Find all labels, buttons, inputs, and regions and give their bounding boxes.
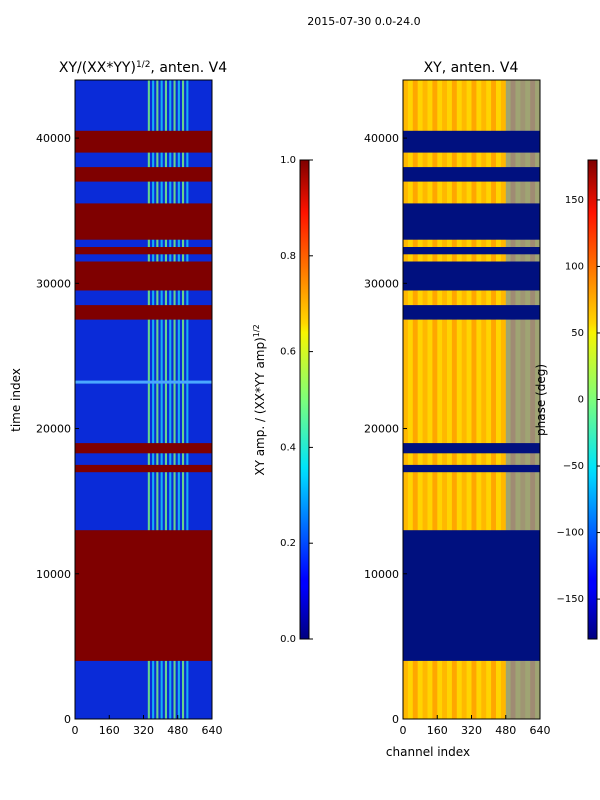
right-phase-column — [432, 80, 438, 719]
colorbar-tick-label: 100 — [565, 261, 584, 272]
left-colorbar — [299, 159, 310, 640]
right-title: XY, anten. V4 — [424, 60, 519, 76]
right-low-phase-band — [403, 261, 540, 291]
x-tick-label: 160 — [427, 724, 448, 737]
left-saturated-band — [75, 130, 212, 153]
left-colorbar-label: XY amp. / (XX*YY amp)1/2 — [252, 324, 267, 475]
x-tick-label: 640 — [202, 724, 223, 737]
y-tick-label: 20000 — [36, 423, 71, 436]
y-tick-label: 10000 — [36, 568, 71, 581]
left-y-axis: 0 10000 20000 30000 40000 — [36, 132, 79, 726]
colorbar-tick-label: 0.2 — [280, 538, 296, 549]
colorbar-tick-label: 1.0 — [280, 155, 296, 166]
right-phase-column — [491, 80, 496, 719]
colorbar-tick-label: 50 — [571, 328, 584, 339]
right-low-phase-band — [403, 464, 540, 473]
y-tick-label: 10000 — [364, 568, 399, 581]
colorbar-tick-label: −100 — [557, 528, 584, 539]
left-active-column — [186, 80, 189, 719]
colorbar-tick-label: 0.0 — [280, 634, 296, 645]
left-title-main: XY/(XX*YY) — [59, 60, 136, 76]
left-title-tail: , anten. V4 — [150, 60, 227, 76]
left-saturated-band — [75, 203, 212, 240]
right-low-phase-band — [403, 203, 540, 240]
right-colorbar — [587, 159, 598, 640]
left-title: XY/(XX*YY)1/2, anten. V4 — [59, 60, 227, 76]
right-low-phase-band — [403, 530, 540, 661]
left-active-column — [182, 80, 185, 719]
right-low-phase-band — [403, 305, 540, 320]
x-tick-label: 480 — [495, 724, 516, 737]
right-x-label: channel index — [386, 745, 470, 759]
left-light-stripe — [75, 380, 212, 384]
left-active-column — [152, 80, 155, 719]
x-tick-label: 320 — [461, 724, 482, 737]
left-active-column — [173, 80, 176, 719]
y-tick-label: 20000 — [364, 423, 399, 436]
right-phase-column — [481, 80, 487, 719]
right-heatmap-bands — [403, 80, 541, 719]
left-y-label: time index — [9, 368, 23, 432]
left-active-column — [164, 80, 167, 719]
right-phase-column — [442, 80, 447, 719]
right-low-phase-band — [403, 247, 540, 255]
right-phase-column — [461, 80, 467, 719]
left-active-column — [147, 80, 150, 719]
x-tick-label: 0 — [400, 724, 407, 737]
y-tick-label: 40000 — [364, 132, 399, 145]
right-y-axis: 0 10000 20000 30000 40000 — [364, 132, 407, 726]
left-saturated-band — [75, 464, 212, 473]
right-phase-column — [451, 80, 457, 719]
left-colorbar-label-sup: 1/2 — [252, 324, 261, 337]
right-phase-column — [530, 80, 536, 719]
right-x-axis: 0 160 320 480 640 — [400, 715, 551, 737]
left-x-axis: 0 160 320 480 640 — [72, 715, 223, 737]
left-saturated-band — [75, 530, 212, 661]
colorbar-tick-label: 0.4 — [280, 442, 296, 453]
left-active-column — [160, 80, 163, 719]
left-saturated-band — [75, 443, 212, 454]
y-tick-label: 30000 — [36, 277, 71, 290]
x-tick-label: 0 — [72, 724, 79, 737]
left-active-column — [177, 80, 180, 719]
suptitle: 2015-07-30 0.0-24.0 — [307, 15, 420, 28]
left-title-sup: 1/2 — [136, 60, 150, 70]
colorbar-tick-label: −50 — [563, 461, 584, 472]
right-colorbar-ticks: −150 −100 −50 0 50 100 150 — [557, 195, 600, 605]
right-low-phase-band — [403, 130, 540, 153]
colorbar-tick-label: 0 — [578, 395, 584, 406]
x-tick-label: 480 — [167, 724, 188, 737]
right-low-phase-band — [403, 443, 540, 454]
colorbar-tick-label: 0.8 — [280, 251, 296, 262]
x-tick-label: 160 — [99, 724, 120, 737]
right-phase-column — [520, 80, 526, 719]
right-low-phase-band — [403, 167, 540, 182]
colorbar-tick-label: 0.6 — [280, 347, 296, 358]
x-tick-label: 640 — [530, 724, 551, 737]
left-active-column — [156, 80, 159, 719]
y-tick-label: 0 — [392, 713, 399, 726]
right-phase-column — [412, 80, 418, 719]
y-tick-label: 0 — [64, 713, 71, 726]
left-colorbar-label-main: XY amp. / (XX*YY amp) — [253, 337, 267, 475]
right-phase-column — [471, 80, 477, 719]
right-phase-column — [500, 80, 506, 719]
left-heatmap-bands — [75, 80, 212, 719]
colorbar-tick-label: 150 — [565, 195, 584, 206]
left-saturated-band — [75, 261, 212, 291]
left-saturated-band — [75, 247, 212, 255]
right-colorbar-label: phase (deg) — [534, 364, 548, 436]
y-tick-label: 30000 — [364, 277, 399, 290]
x-tick-label: 320 — [133, 724, 154, 737]
left-colorbar-ticks: 0.0 0.2 0.4 0.6 0.8 1.0 — [280, 155, 313, 645]
right-phase-column — [510, 80, 516, 719]
left-saturated-band — [75, 305, 212, 320]
colorbar-tick-label: −150 — [557, 594, 584, 605]
left-active-column — [169, 80, 172, 719]
right-phase-column — [403, 80, 408, 719]
right-phase-column — [422, 80, 428, 719]
left-saturated-band — [75, 167, 212, 182]
y-tick-label: 40000 — [36, 132, 71, 145]
